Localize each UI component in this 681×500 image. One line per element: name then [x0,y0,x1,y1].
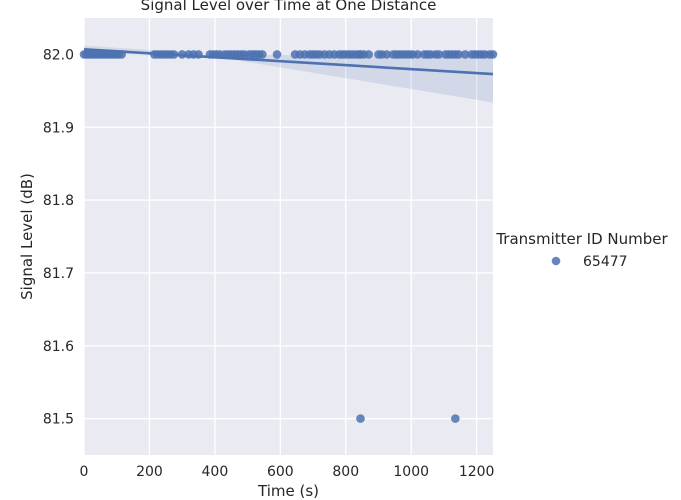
chart-title: Signal Level over Time at One Distance [141,0,437,14]
data-point [382,50,391,59]
confidence-band [84,45,493,103]
data-point [177,50,187,59]
data-point [272,50,282,59]
data-point [356,414,365,423]
confidence-band-area [84,45,493,103]
grid-lines [83,18,493,455]
data-point [451,414,460,423]
data-point [117,50,126,59]
legend-title: Transmitter ID Number [495,230,668,248]
data-point [194,50,203,59]
y-axis-label: Signal Level (dB) [18,173,36,300]
y-tick-label: 81.8 [43,193,74,209]
data-point [258,50,267,59]
x-tick-label: 1000 [393,464,429,480]
y-tick-labels: 81.5 81.6 81.7 81.8 81.9 82.0 [43,47,74,427]
data-point [434,50,444,59]
y-tick-label: 81.5 [43,412,74,428]
x-tick-label: 400 [202,464,229,480]
y-tick-label: 81.7 [43,266,74,282]
legend: Transmitter ID Number 65477 [495,230,668,270]
x-tick-label: 0 [80,464,89,480]
x-tick-label: 200 [136,464,163,480]
x-axis-label: Time (s) [257,482,319,500]
data-points [79,50,498,423]
x-tick-labels: 0 200 400 600 800 1000 1200 [80,464,495,480]
plot-background [84,18,493,455]
legend-entry-label: 65477 [583,254,628,270]
x-tick-label: 1200 [459,464,495,480]
x-tick-label: 600 [267,464,294,480]
data-point [454,50,463,59]
data-point [413,50,423,59]
y-tick-label: 81.6 [43,339,74,355]
data-point [460,50,470,59]
data-point [488,50,498,59]
y-tick-label: 81.9 [43,120,74,136]
x-tick-label: 800 [332,464,359,480]
y-tick-label: 82.0 [43,47,74,63]
data-point [364,50,373,59]
legend-marker [551,256,561,266]
data-point [169,50,179,59]
